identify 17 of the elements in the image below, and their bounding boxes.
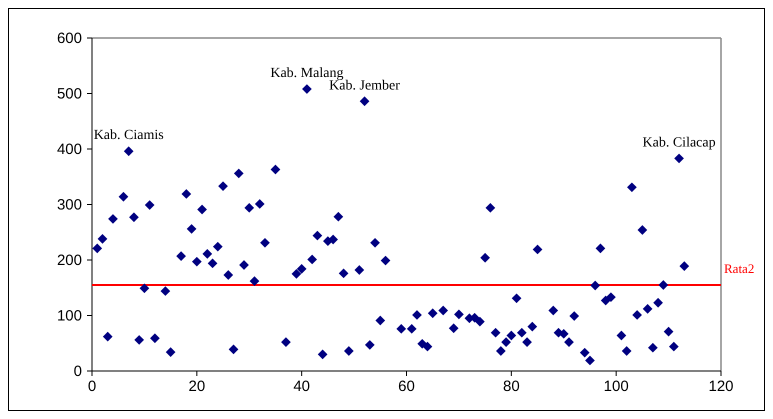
x-tick-label: 120	[708, 378, 734, 395]
x-tick-label: 100	[604, 378, 629, 395]
x-tick-label: 40	[293, 378, 310, 395]
x-tick-label: 80	[502, 378, 520, 395]
x-tick-label: 0	[88, 378, 96, 395]
annotation: Kab. Ciamis	[94, 128, 164, 144]
annotation: Kab. Cilacap	[642, 135, 716, 150]
ref-line-label: Rata2	[724, 260, 754, 276]
y-tick-label: 600	[56, 30, 82, 47]
x-tick-label: 20	[188, 378, 206, 395]
y-tick-label: 400	[56, 141, 82, 158]
y-tick-label: 500	[56, 86, 82, 102]
y-tick-label: 0	[74, 363, 82, 380]
y-tick-label: 300	[56, 196, 82, 214]
y-tick-label: 200	[56, 252, 82, 269]
x-tick-label: 60	[398, 378, 415, 395]
y-tick-label: 100	[56, 308, 82, 324]
